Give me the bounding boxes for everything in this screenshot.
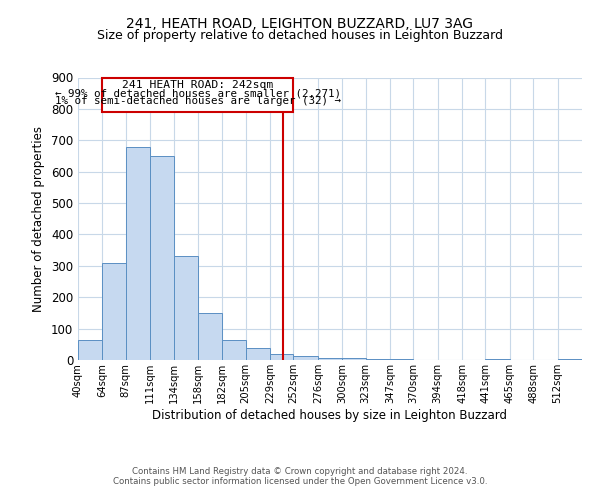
Bar — [222, 340, 245, 360]
Text: Contains HM Land Registry data © Crown copyright and database right 2024.: Contains HM Land Registry data © Crown c… — [132, 467, 468, 476]
Bar — [150, 156, 173, 360]
Bar — [78, 340, 103, 360]
Y-axis label: Number of detached properties: Number of detached properties — [32, 126, 46, 312]
Bar — [173, 256, 198, 360]
Bar — [270, 354, 293, 360]
FancyBboxPatch shape — [103, 78, 293, 112]
Bar — [318, 358, 342, 360]
Text: Size of property relative to detached houses in Leighton Buzzard: Size of property relative to detached ho… — [97, 29, 503, 42]
Bar — [198, 313, 222, 360]
Bar — [342, 358, 365, 360]
Bar — [103, 262, 126, 360]
Text: 241 HEATH ROAD: 242sqm: 241 HEATH ROAD: 242sqm — [122, 80, 274, 90]
Bar — [245, 348, 270, 360]
Text: ← 99% of detached houses are smaller (2,271): ← 99% of detached houses are smaller (2,… — [55, 88, 341, 98]
X-axis label: Distribution of detached houses by size in Leighton Buzzard: Distribution of detached houses by size … — [152, 408, 508, 422]
Bar — [293, 356, 318, 360]
Bar — [365, 359, 390, 360]
Bar — [126, 146, 150, 360]
Text: 241, HEATH ROAD, LEIGHTON BUZZARD, LU7 3AG: 241, HEATH ROAD, LEIGHTON BUZZARD, LU7 3… — [127, 18, 473, 32]
Text: 1% of semi-detached houses are larger (32) →: 1% of semi-detached houses are larger (3… — [55, 96, 341, 106]
Text: Contains public sector information licensed under the Open Government Licence v3: Contains public sector information licen… — [113, 477, 487, 486]
